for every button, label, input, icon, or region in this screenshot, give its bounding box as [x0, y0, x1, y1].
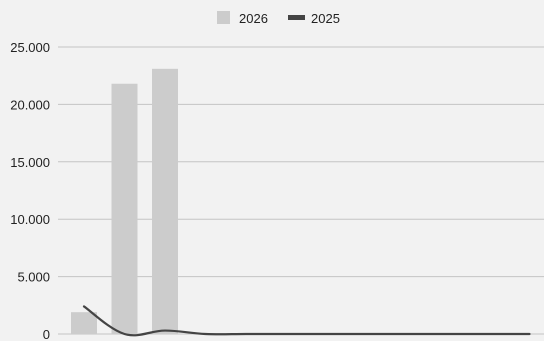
legend-swatch-2025[interactable] — [288, 15, 305, 20]
legend-label-2025: 2025 — [311, 11, 340, 26]
line-series-2025 — [82, 305, 531, 337]
bar-2026[interactable] — [111, 83, 138, 335]
bar-2026[interactable] — [71, 312, 97, 334]
legend: 2026 2025 — [217, 11, 340, 26]
line-2025[interactable] — [82, 305, 531, 337]
y-tick-label: 10.000 — [10, 212, 50, 227]
y-tick-label: 25.000 — [10, 40, 50, 55]
y-tick-label: 20.000 — [10, 97, 50, 112]
y-tick-label: 5.000 — [17, 270, 50, 285]
legend-swatch-2026[interactable] — [217, 11, 230, 24]
bar-2026[interactable] — [152, 68, 178, 334]
y-tick-label: 15.000 — [10, 155, 50, 170]
y-tick-label: 0 — [43, 327, 50, 341]
y-axis: 25.000 20.000 15.000 10.000 5.000 0 — [10, 40, 50, 341]
bar-series-2026 — [71, 68, 178, 335]
legend-label-2026: 2026 — [239, 11, 268, 26]
